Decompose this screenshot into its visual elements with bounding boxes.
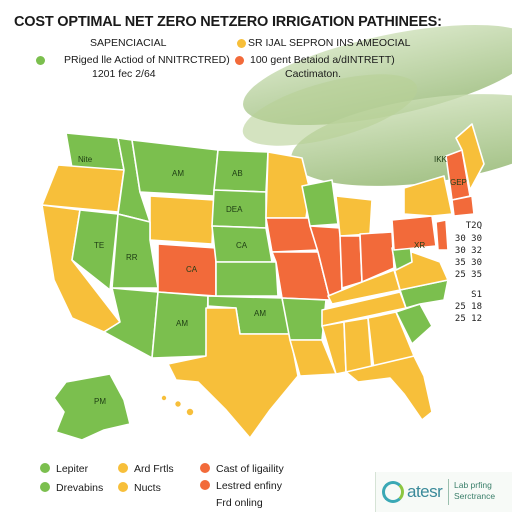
state-pa [391,215,437,251]
brand-badge: atesr Lab prfing Serctrance [375,472,512,512]
brand-tagline-1: Lab prfing [454,480,492,490]
state-mi [335,195,373,237]
state-hi-2 [173,399,183,409]
brand-tagline-2: Serctrance [454,491,496,501]
state-wa [65,132,125,171]
label-ut: RR [126,253,138,262]
left-key-label: PRiged lle Actiod of NNITRCTRED) [64,54,230,66]
legend-swatch [40,482,50,492]
brand-name: atesr [407,482,443,501]
legend-item: Ard Frtls [118,463,174,475]
legend-swatch [40,463,50,473]
label-id: TE [94,241,104,250]
scale-value-6: S1 [471,290,482,300]
state-nv [71,209,119,291]
legend-item: Lestred enfiny [200,480,282,492]
label-co-ks: CA [186,265,198,274]
scale-value-7: 25 18 [454,302,482,312]
label-ma: IKK [434,155,448,164]
state-ut [111,213,159,289]
legend-swatch [118,463,128,473]
scale-value-5: 25 35 [454,270,482,280]
legend-label: Lestred enfiny [216,480,282,492]
label-de: XR [414,241,425,250]
left-key-sub: 1201 fec 2/64 [92,68,156,80]
brand-logo-icon [382,481,404,503]
state-wy [149,195,215,245]
scale-value-3: 30 32 [454,246,482,256]
label-pnw: Nite [78,155,93,164]
legend-label: Drevabins [56,482,104,494]
right-key-sub: Cactimaton. [285,68,342,80]
scale-value-4: 35 30 [454,258,482,268]
state-nj [435,219,449,251]
legend-label: Cast of ligaility [216,463,284,475]
brand-tagline: Lab prfing Serctrance [454,480,495,502]
label-ak: PM [94,397,106,406]
state-me [455,123,485,191]
scale-value-8: 25 12 [454,314,482,324]
state-mt [131,139,219,197]
state-tx [167,307,299,439]
state-ks [215,261,279,297]
legend-item: Cast of ligaility [200,463,284,475]
state-or [41,164,125,213]
map-title: COST OPTIMAL NET ZERO NETZERO IRRIGATION… [14,14,442,30]
legend-label: Lepiter [56,463,89,475]
state-new-england-2 [451,195,475,217]
legend-item: Lepiter [40,463,88,475]
left-key-dot [36,56,45,65]
brand-divider [448,479,449,505]
state-az [103,287,159,359]
right-key-label: 100 gent Betaiod a/dINTRETT) [250,54,395,66]
state-ak [53,373,131,441]
state-ny [403,175,453,217]
state-al [343,317,373,373]
label-mt: AM [172,169,184,178]
legend-label: Frd onling [216,497,263,509]
state-ar [281,297,327,341]
label-ok: AM [254,309,266,318]
legend-swatch [118,482,128,492]
state-in [339,235,363,289]
legend-swatch [200,497,210,507]
label-ne: CA [236,241,248,250]
state-hi-1 [160,394,168,402]
label-ny: GEP [450,178,467,187]
legend-item: Frd onling [200,497,263,509]
legend-swatch [200,480,210,490]
right-caption-dot [237,39,246,48]
scale-value-1: T2Q [465,221,482,231]
scale-value-2: 30 30 [454,234,482,244]
right-key-dot [235,56,244,65]
label-nm: AM [176,319,188,328]
legend-item: Drevabins [40,482,103,494]
left-caption: SAPENCIACIAL [90,37,167,49]
legend-swatch [200,463,210,473]
legend-item: Nucts [118,482,161,494]
right-caption: SR IJAL SEPRON INS AMEOCIAL [248,37,411,49]
state-fl [345,355,433,421]
legend-label: Nucts [134,482,161,494]
legend-label: Ard Frtls [134,463,174,475]
label-nd: AB [232,169,243,178]
label-sd: DEA [226,205,243,214]
state-hi-3 [185,407,195,417]
